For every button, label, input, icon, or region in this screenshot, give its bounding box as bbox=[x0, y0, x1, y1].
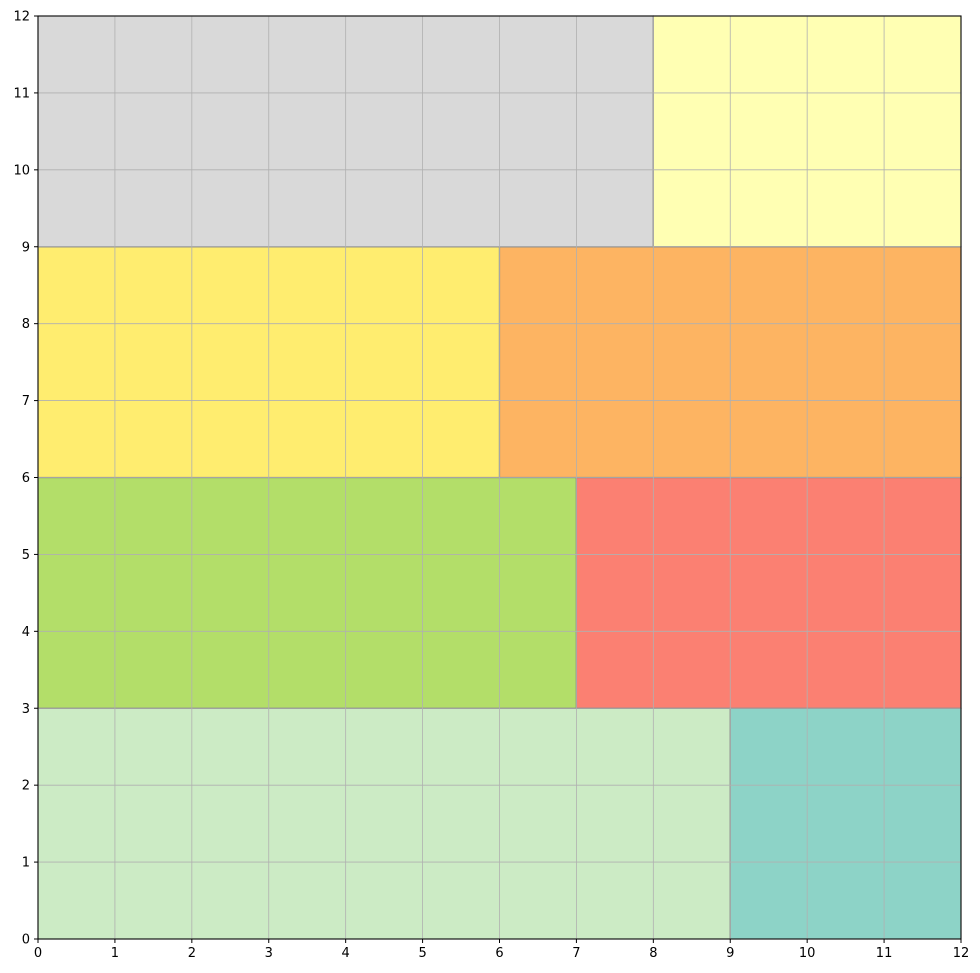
x-tick-label-1: 1 bbox=[111, 946, 119, 961]
y-tick-label-2: 2 bbox=[22, 779, 30, 794]
region-rect-1 bbox=[729, 707, 962, 940]
y-tick-label-10: 10 bbox=[13, 163, 30, 178]
y-tick-label-8: 8 bbox=[22, 317, 30, 332]
x-tick-label-9: 9 bbox=[726, 946, 734, 961]
x-tick-label-12: 12 bbox=[953, 946, 970, 961]
x-tick-label-11: 11 bbox=[876, 946, 893, 961]
x-tick-label-6: 6 bbox=[495, 946, 503, 961]
x-tick-label-5: 5 bbox=[418, 946, 426, 961]
y-tick-label-6: 6 bbox=[22, 471, 30, 486]
y-tick-label-11: 11 bbox=[13, 86, 30, 101]
y-tick-label-12: 12 bbox=[13, 10, 30, 25]
y-tick-label-0: 0 bbox=[22, 933, 30, 948]
x-tick-labels: 0 1 2 3 4 5 6 7 8 9 10 11 12 bbox=[34, 946, 969, 961]
y-tick-label-3: 3 bbox=[22, 702, 30, 717]
x-tick-label-10: 10 bbox=[799, 946, 816, 961]
x-tick-label-7: 7 bbox=[572, 946, 580, 961]
x-tick-label-4: 4 bbox=[342, 946, 350, 961]
y-tick-label-7: 7 bbox=[22, 394, 30, 409]
x-tick-label-2: 2 bbox=[188, 946, 196, 961]
y-tick-label-4: 4 bbox=[22, 625, 30, 640]
y-tick-label-5: 5 bbox=[22, 548, 30, 563]
x-tick-label-8: 8 bbox=[649, 946, 657, 961]
x-tick-label-3: 3 bbox=[265, 946, 273, 961]
region-rect-2 bbox=[37, 476, 578, 709]
y-tick-label-1: 1 bbox=[22, 856, 30, 871]
region-rect-0 bbox=[37, 707, 731, 940]
x-tick-label-0: 0 bbox=[34, 946, 42, 961]
region-rect-3 bbox=[575, 476, 962, 709]
axis-ticks bbox=[34, 15, 962, 943]
y-tick-label-9: 9 bbox=[22, 240, 30, 255]
